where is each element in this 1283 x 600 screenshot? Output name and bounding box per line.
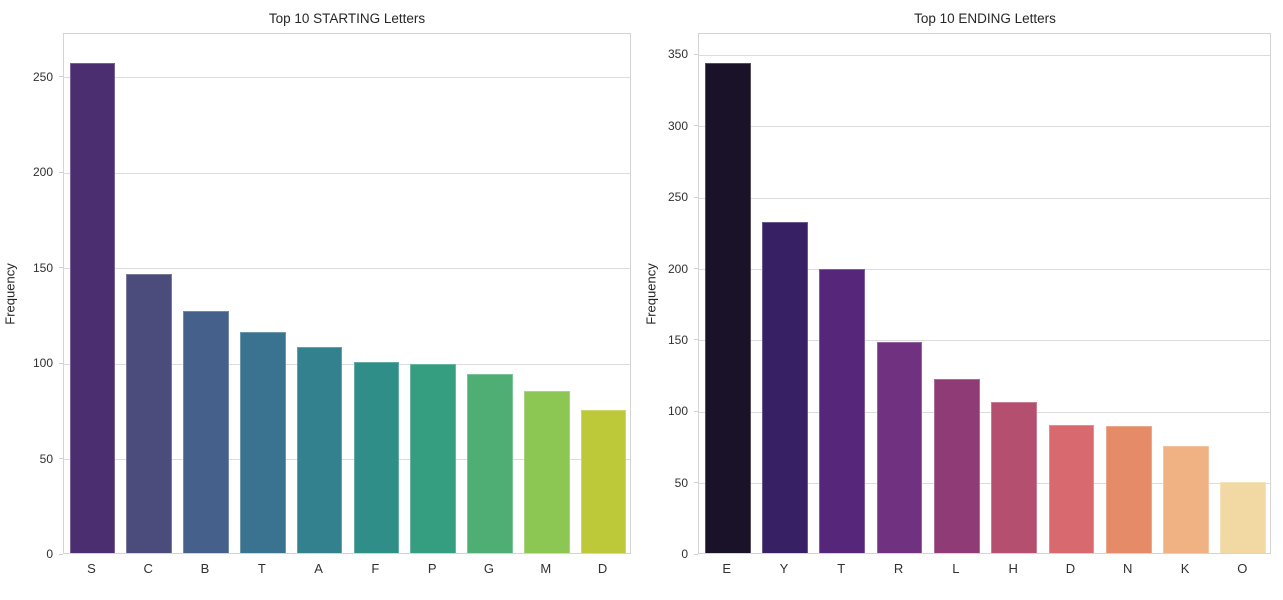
- x-tick-label-N: N: [1123, 561, 1133, 576]
- y-tick-mark: [59, 362, 63, 364]
- plot-area-starting-letters: [63, 33, 631, 554]
- bar-M: [524, 390, 570, 553]
- x-tick-label-O: O: [1237, 561, 1248, 576]
- gridline-y-100: [64, 363, 630, 365]
- x-tick-label-D: D: [1065, 561, 1076, 576]
- x-tick-label-C: C: [143, 561, 153, 576]
- bar-S: [69, 62, 116, 553]
- bar-D: [1048, 424, 1095, 553]
- x-tick-label-H: H: [1008, 561, 1018, 576]
- x-tick-label-T: T: [257, 561, 266, 576]
- y-tick-mark: [694, 196, 698, 198]
- y-tick-label: 50: [39, 451, 53, 466]
- bar-F: [353, 362, 400, 553]
- y-tick-label: 200: [32, 165, 53, 180]
- gridline-y-250: [64, 77, 630, 79]
- x-tick-label-E: E: [722, 561, 731, 576]
- y-tick-label: 150: [667, 332, 688, 347]
- bar-C: [126, 274, 172, 553]
- bar-K: [1163, 445, 1209, 553]
- y-tick-mark: [694, 339, 698, 341]
- y-tick-mark: [694, 482, 698, 484]
- gridline-y-50: [699, 483, 1270, 485]
- gridline-y-350: [699, 54, 1270, 56]
- bar-Y: [762, 221, 808, 553]
- x-tick-label-B: B: [200, 561, 210, 576]
- x-tick-label-D: D: [597, 561, 608, 576]
- bar-L: [933, 378, 980, 553]
- y-tick-label: 300: [667, 118, 688, 133]
- y-tick-label: 0: [681, 547, 688, 561]
- x-tick-label-A: A: [314, 561, 323, 576]
- bar-T: [819, 268, 866, 553]
- y-tick-mark: [694, 553, 698, 555]
- x-tick-label-K: K: [1180, 561, 1190, 576]
- y-tick-mark: [59, 171, 63, 173]
- bar-R: [876, 341, 923, 553]
- bar-P: [410, 364, 456, 553]
- y-tick-label: 100: [667, 404, 688, 419]
- x-tick-label-F: F: [371, 561, 380, 576]
- y-tick-mark: [59, 553, 63, 555]
- y-tick-mark: [694, 268, 698, 270]
- y-tick-label: 0: [46, 547, 53, 561]
- bar-N: [1105, 425, 1152, 553]
- bar-O: [1220, 481, 1267, 553]
- chart-title-starting-letters: Top 10 STARTING Letters: [268, 11, 426, 26]
- gridline-y-200: [64, 172, 630, 174]
- bar-H: [991, 401, 1038, 553]
- gridline-y-250: [699, 197, 1270, 199]
- x-tick-label-R: R: [893, 561, 904, 576]
- y-tick-label: 250: [32, 69, 53, 84]
- bar-E: [704, 63, 751, 553]
- x-tick-label-L: L: [952, 561, 960, 576]
- y-tick-label: 50: [674, 475, 688, 490]
- gridline-y-150: [64, 268, 630, 270]
- y-tick-label: 350: [667, 47, 688, 62]
- y-tick-label: 250: [667, 190, 688, 205]
- gridline-y-50: [64, 459, 630, 461]
- y-tick-mark: [59, 267, 63, 269]
- x-tick-label-T: T: [837, 561, 846, 576]
- y-tick-label: 150: [32, 260, 53, 275]
- gridline-y-100: [699, 411, 1270, 413]
- y-tick-mark: [694, 53, 698, 55]
- plot-area-ending-letters: [698, 33, 1271, 554]
- bar-A: [296, 346, 343, 553]
- x-tick-label-S: S: [87, 561, 96, 576]
- y-tick-mark: [59, 458, 63, 460]
- gridline-y-300: [699, 126, 1270, 128]
- y-tick-label: 100: [32, 356, 53, 371]
- x-tick-label-M: M: [540, 561, 552, 576]
- bar-G: [467, 373, 513, 553]
- bar-B: [183, 310, 229, 553]
- gridline-y-150: [699, 340, 1270, 342]
- y-tick-mark: [694, 410, 698, 412]
- y-tick-label: 200: [667, 261, 688, 276]
- x-tick-label-G: G: [483, 561, 495, 576]
- bar-D: [580, 409, 627, 553]
- x-tick-label-P: P: [427, 561, 437, 576]
- y-tick-mark: [694, 125, 698, 127]
- bar-T: [240, 331, 286, 553]
- chart-title-ending-letters: Top 10 ENDING Letters: [914, 11, 1056, 26]
- y-tick-mark: [59, 76, 63, 78]
- gridline-y-200: [699, 269, 1270, 271]
- x-tick-label-Y: Y: [779, 561, 789, 576]
